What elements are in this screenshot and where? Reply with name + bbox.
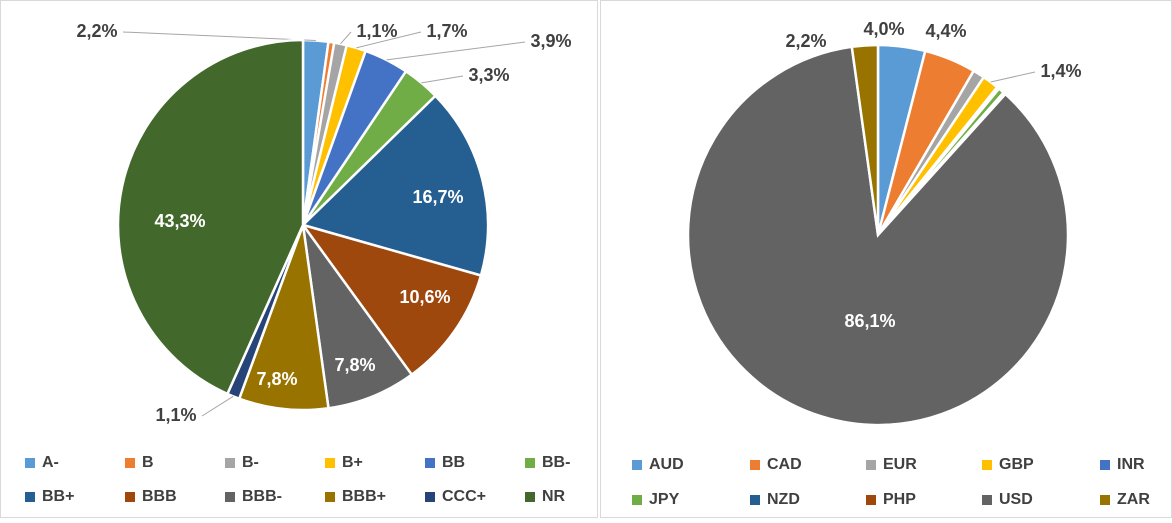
leader-line: [122, 31, 316, 41]
data-label: 86,1%: [844, 311, 895, 331]
legend-label: BBB: [142, 488, 177, 505]
data-label: 4,0%: [863, 19, 904, 39]
legend-swatch: [866, 460, 876, 470]
legend-label: B-: [242, 454, 259, 471]
leader-line: [421, 75, 464, 84]
legend-label: ZAR: [1117, 491, 1150, 508]
leader-line: [201, 395, 234, 417]
legend-label: JPY: [649, 491, 680, 508]
legend-swatch: [982, 460, 992, 470]
data-label: 43,3%: [154, 211, 205, 231]
legend-label: EUR: [883, 456, 917, 473]
legend-swatch: [525, 458, 535, 468]
legend-swatch: [425, 458, 435, 468]
legend-swatch: [125, 492, 135, 502]
legend-swatch: [325, 458, 335, 468]
pie-slice: [686, 45, 1070, 427]
legend-swatch: [982, 495, 992, 505]
legend-swatch: [1100, 495, 1110, 505]
legend-label: BBB+: [342, 488, 386, 505]
data-label: 1,1%: [155, 405, 196, 425]
legend-label: CAD: [767, 456, 802, 473]
legend-label: NR: [542, 488, 566, 505]
legend-label: BBB-: [242, 488, 282, 505]
legend-swatch: [225, 492, 235, 502]
data-label: 16,7%: [412, 187, 463, 207]
legend-swatch: [125, 458, 135, 468]
data-label: 7,8%: [256, 369, 297, 389]
leader-line: [990, 71, 1036, 83]
data-label: 3,9%: [530, 31, 571, 51]
legend-label: GBP: [999, 456, 1034, 473]
legend-swatch: [25, 492, 35, 502]
leader-line: [340, 31, 352, 45]
legend-label: AUD: [649, 456, 684, 473]
pie-slice: [850, 43, 880, 236]
legend-swatch: [632, 460, 642, 470]
legend-swatch: [425, 492, 435, 502]
legend-swatch: [325, 492, 335, 502]
data-label: 1,7%: [426, 21, 467, 41]
data-label: 10,6%: [399, 287, 450, 307]
legend-swatch: [866, 495, 876, 505]
legend-swatch: [750, 460, 760, 470]
legend-swatch: [225, 458, 235, 468]
data-label: 7,8%: [334, 355, 375, 375]
legend-label: B: [142, 454, 154, 471]
data-label: 4,4%: [925, 21, 966, 41]
data-label: 1,1%: [356, 21, 397, 41]
pie-slice: [300, 94, 490, 278]
legend-label: B+: [342, 454, 363, 471]
legend-label: BB: [442, 454, 465, 471]
legend-label: A-: [42, 454, 59, 471]
legend-swatch: [632, 495, 642, 505]
legend-swatch: [750, 495, 760, 505]
leader-line: [386, 41, 526, 61]
legend-swatch: [1100, 460, 1110, 470]
legend-label: PHP: [883, 491, 916, 508]
data-label: 2,2%: [76, 21, 117, 41]
legend-label: CCC+: [442, 488, 486, 505]
pie-slice: [299, 222, 483, 377]
leader-line: [356, 31, 422, 49]
legend-swatch: [25, 458, 35, 468]
legend-label: BB+: [42, 488, 74, 505]
legend-label: USD: [999, 491, 1033, 508]
data-label: 3,3%: [468, 65, 509, 85]
pie-slice: [116, 38, 305, 396]
legend-label: BB-: [542, 454, 570, 471]
data-label: 2,2%: [785, 31, 826, 51]
legend-swatch: [525, 492, 535, 502]
legend-label: NZD: [767, 491, 800, 508]
legend-label: INR: [1117, 456, 1145, 473]
data-label: 1,4%: [1040, 61, 1081, 81]
